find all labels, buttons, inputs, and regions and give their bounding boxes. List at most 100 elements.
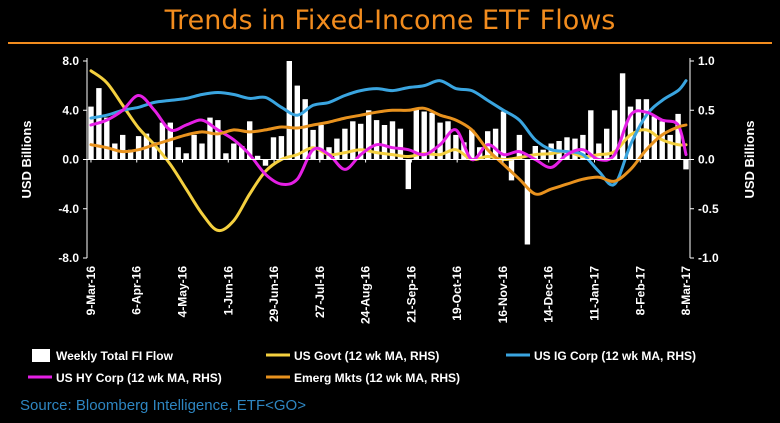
bar <box>342 128 348 160</box>
bar <box>611 110 618 160</box>
x-tick-label: 8-Mar-17 <box>679 266 693 316</box>
us-ig-corp-line <box>89 79 688 187</box>
x-tick-label: 24-Aug-16 <box>359 266 373 324</box>
source-note: Source: Bloomberg Intelligence, ETF<GO> <box>20 397 306 414</box>
x-tick-label: 16-Nov-16 <box>496 266 510 324</box>
bar <box>596 143 602 160</box>
legend-swatch-bar <box>32 349 50 362</box>
bar <box>278 136 285 160</box>
title-divider <box>8 42 772 44</box>
x-tick-label: 1-Jun-16 <box>221 266 235 316</box>
bar <box>397 128 404 160</box>
bar <box>373 120 380 160</box>
bar <box>191 134 197 160</box>
bar <box>358 123 364 160</box>
left-tick-label: -8.0 <box>58 251 79 265</box>
bar <box>564 137 570 160</box>
left-tick-label: 8.0 <box>62 54 79 68</box>
bar <box>120 134 126 160</box>
x-tick-label: 9-Mar-16 <box>84 266 98 316</box>
bar <box>104 117 110 160</box>
right-tick-label: 0.5 <box>698 103 715 117</box>
left-axis-title: USD Billions <box>19 120 34 198</box>
bar <box>135 136 142 160</box>
bar <box>207 117 213 160</box>
x-tick-label: 29-Jun-16 <box>267 266 281 322</box>
x-tick-label: 6-Apr-16 <box>130 266 144 315</box>
right-axis-title: USD Billions <box>742 120 757 198</box>
bar <box>667 134 673 160</box>
chart-title: Trends in Fixed-Income ETF Flows <box>164 5 616 36</box>
bar <box>262 159 269 166</box>
bar <box>580 134 586 160</box>
left-tick-label: -4.0 <box>58 202 79 216</box>
us-hy-corp-line <box>89 94 688 186</box>
bar <box>286 61 292 160</box>
bar <box>318 125 324 160</box>
bar <box>254 155 261 160</box>
bar <box>516 134 523 160</box>
bar <box>381 125 388 160</box>
bar <box>175 147 181 160</box>
legend-label: Weekly Total FI Flow <box>56 349 174 363</box>
right-tick-label: 1.0 <box>698 54 715 68</box>
x-tick-label: 14-Dec-16 <box>542 266 556 323</box>
bar <box>239 146 245 160</box>
bar <box>183 153 189 160</box>
right-tick-label: -1.0 <box>698 251 719 265</box>
bar <box>88 106 94 160</box>
bar <box>215 120 221 160</box>
bar <box>619 73 626 160</box>
x-tick-label: 11-Jan-17 <box>588 266 602 321</box>
bar <box>199 143 205 160</box>
x-tick-label: 8-Feb-17 <box>633 266 647 316</box>
bar <box>437 122 443 160</box>
bar <box>334 138 340 160</box>
bar <box>532 146 538 160</box>
bar <box>453 134 459 160</box>
bar <box>231 143 237 160</box>
bar <box>683 159 689 170</box>
bar <box>247 121 253 160</box>
legend-label: US IG Corp (12 wk MA, RHS) <box>534 349 696 363</box>
bar <box>310 129 316 160</box>
bar <box>524 159 531 245</box>
emerg-mkts-line <box>89 106 688 196</box>
bar <box>675 113 681 160</box>
bar <box>604 128 610 160</box>
bar <box>389 121 396 160</box>
x-tick-label: 19-Oct-16 <box>450 266 464 321</box>
bar <box>548 143 554 160</box>
bar <box>366 110 372 160</box>
bar <box>429 112 435 160</box>
bar <box>627 106 634 160</box>
x-tick-label: 21-Sep-16 <box>404 266 418 323</box>
bar <box>445 121 451 160</box>
bar <box>294 85 300 160</box>
bar <box>127 149 134 160</box>
bar <box>469 129 475 160</box>
bar <box>421 111 427 160</box>
bar <box>223 153 229 160</box>
bar <box>588 110 594 160</box>
bar <box>151 142 158 160</box>
bar <box>651 116 657 160</box>
legend-label: US Govt (12 wk MA, RHS) <box>294 349 439 363</box>
bar <box>405 159 411 190</box>
bar <box>302 99 308 160</box>
bar <box>572 138 578 160</box>
bar <box>413 109 419 160</box>
bar <box>492 128 499 160</box>
bar <box>270 137 277 160</box>
bar <box>350 121 356 160</box>
left-tick-label: 0.0 <box>62 153 79 167</box>
bar <box>500 111 507 160</box>
left-tick-label: 4.0 <box>62 103 79 117</box>
x-tick-label: 27-Jul-16 <box>313 266 327 318</box>
right-tick-label: 0.0 <box>698 153 715 167</box>
legend-label: US HY Corp (12 wk MA, RHS) <box>56 371 222 385</box>
bar <box>461 142 467 160</box>
right-tick-label: -0.5 <box>698 202 719 216</box>
